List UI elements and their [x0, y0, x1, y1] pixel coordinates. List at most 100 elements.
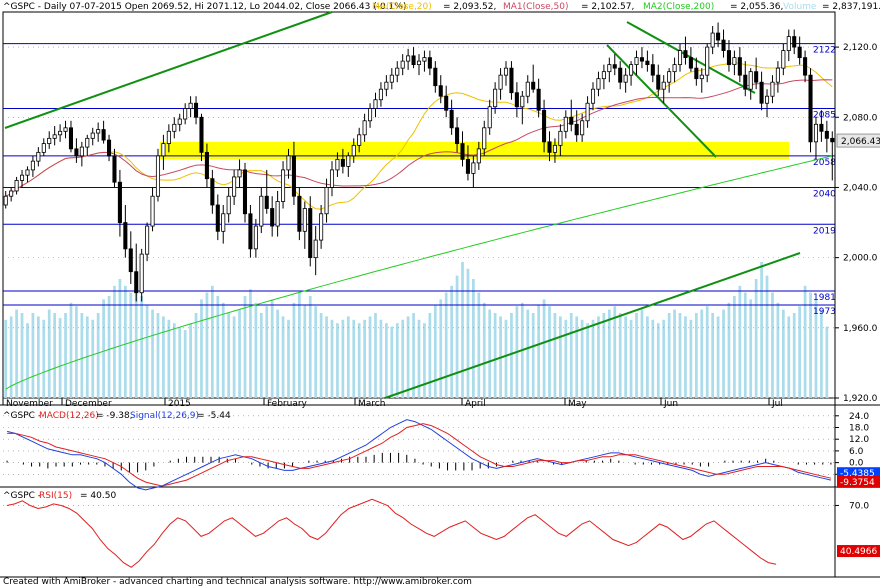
candle-body — [503, 67, 509, 76]
volume-bar — [716, 316, 720, 398]
volume-bar — [640, 309, 644, 398]
volume-bar — [466, 268, 470, 398]
candle-body — [291, 155, 296, 197]
candle-body — [781, 50, 786, 69]
volume-bar — [47, 309, 51, 398]
candle-body — [166, 130, 171, 144]
volume-bar — [656, 323, 660, 398]
candle-body — [601, 71, 606, 80]
x-axis-label: 2015 — [168, 399, 191, 409]
candle-body — [493, 88, 498, 108]
candle-body — [3, 195, 8, 206]
volume-bar — [814, 299, 818, 398]
volume-bar — [205, 292, 209, 398]
candle-body — [732, 57, 737, 66]
support-zone — [160, 141, 789, 160]
volume-bar — [461, 262, 464, 398]
volume-bar — [629, 319, 633, 398]
candle-body — [705, 46, 710, 76]
level-label-2122: 2122 — [813, 46, 836, 56]
x-axis-label: May — [568, 399, 587, 409]
candle-body — [650, 64, 655, 76]
candle-body — [482, 127, 487, 150]
volume-bar — [314, 306, 318, 398]
candle-body — [590, 88, 596, 104]
candle-body — [542, 109, 547, 143]
candle-body — [770, 81, 775, 97]
price-tick-label: 2,040.0 — [843, 183, 878, 193]
volume-bar — [189, 323, 192, 398]
volume-bar — [401, 319, 405, 398]
volume-bar — [803, 285, 807, 398]
volume-bar — [694, 313, 698, 398]
candle-body — [281, 169, 286, 202]
volume-bar — [346, 316, 350, 398]
candle-body — [667, 71, 672, 83]
candle-body — [759, 81, 764, 104]
candle-body — [346, 155, 351, 167]
volume-bar — [510, 313, 513, 398]
candle-body — [107, 139, 112, 157]
candle-body — [286, 155, 291, 171]
volume-bar — [553, 313, 557, 398]
level-label-2058: 2058 — [813, 158, 836, 168]
candle-body — [612, 64, 617, 69]
volume-bar — [123, 285, 127, 398]
volume-bar — [787, 316, 791, 398]
candle-body — [803, 57, 808, 76]
candle-body — [155, 155, 161, 197]
volume-bar — [559, 316, 562, 398]
volume-bar — [249, 289, 252, 398]
candle-body — [242, 169, 248, 215]
candle-body — [41, 143, 46, 153]
volume-bar — [270, 299, 274, 398]
volume-value: = 2,837,191.50 — [822, 2, 880, 12]
candle-body — [79, 146, 84, 157]
trendline-lower — [384, 252, 801, 399]
candle-body — [786, 36, 791, 52]
volume-bar — [308, 296, 312, 398]
volume-bar — [678, 313, 682, 398]
candle-body — [585, 102, 590, 122]
volume-bar — [749, 299, 753, 398]
candle-body — [308, 208, 313, 259]
volume-bar — [118, 279, 122, 398]
candle-body — [357, 134, 362, 146]
candle-body — [134, 271, 139, 294]
candle-body — [721, 39, 726, 51]
volume-bar — [238, 309, 241, 398]
volume-bar — [825, 326, 829, 398]
candle-body — [101, 129, 106, 141]
volume-bar — [733, 296, 736, 398]
volume-bar — [673, 309, 676, 398]
volume-bar — [781, 309, 785, 398]
volume-bar — [254, 302, 258, 398]
candle-body — [455, 127, 460, 144]
volume-bar — [760, 262, 763, 398]
volume-label: Volume — [783, 2, 817, 12]
candle-body — [226, 195, 231, 215]
candle-body — [351, 144, 356, 157]
volume-bar — [444, 292, 448, 398]
volume-bar — [722, 309, 725, 398]
volume-bar — [385, 323, 388, 398]
volume-bar — [216, 296, 220, 398]
x-axis-label: February — [267, 399, 308, 409]
candle-body — [58, 130, 63, 136]
volume-bar — [482, 302, 486, 398]
candle-body — [656, 74, 661, 90]
candle-body — [25, 169, 30, 176]
volume-bar — [36, 316, 40, 398]
volume-bar — [711, 313, 715, 398]
candle-body — [672, 64, 677, 73]
candle-body — [438, 85, 443, 97]
ma50-value: = 2,102.57, — [581, 2, 634, 12]
candle-body — [427, 57, 432, 69]
volume-bar — [586, 323, 589, 398]
volume-bar — [727, 302, 731, 398]
volume-bar — [651, 319, 655, 398]
candle-body — [808, 74, 813, 143]
x-axis-label: Jun — [663, 399, 678, 409]
candle-body — [302, 208, 307, 232]
macd-header-prefix: ^GSPC - — [3, 411, 41, 421]
